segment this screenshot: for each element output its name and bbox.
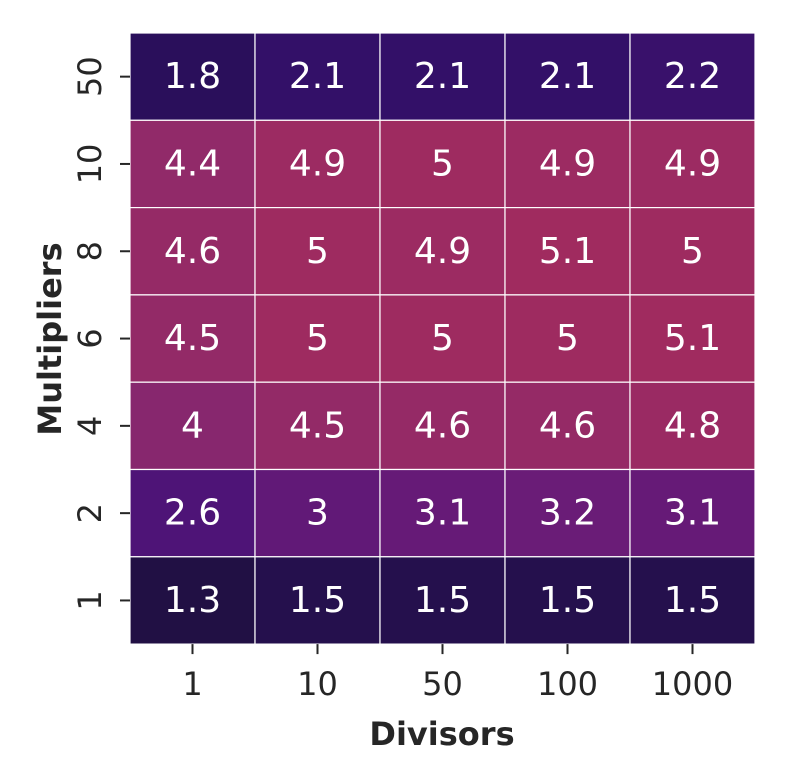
heatmap-cell: [254, 381, 381, 471]
heatmap-cell: [504, 207, 631, 296]
heatmap-cell: [629, 294, 756, 383]
y-tick-label: 10: [71, 144, 109, 185]
cell-value-label: 5.1: [664, 318, 721, 359]
heatmap-cell: [379, 294, 506, 383]
cell-value-label: 2.1: [414, 56, 471, 97]
cell-value-label: 4.9: [539, 143, 596, 184]
heatmap-cell: [629, 119, 756, 209]
cell-value-label: 3.1: [664, 493, 721, 534]
y-tick-label: 1: [71, 590, 109, 610]
cell-value-label: 4.8: [664, 405, 721, 446]
cell-value-label: 4.6: [414, 405, 471, 446]
cell-value-label: 2.6: [164, 493, 221, 534]
cell-value-label: 5: [431, 143, 454, 184]
x-tick-label: 50: [422, 665, 463, 703]
heatmap-cells: 1.8 2.1 2.1 2.1 2.2 4.4 4.9 5 4.9 4.9 4.6 5 4.9 5.1 5 4…: [129, 32, 756, 645]
cell-value-label: 3: [306, 493, 329, 534]
cell-value-label: 5: [681, 231, 704, 272]
cell-value-label: 1.5: [414, 580, 471, 621]
heatmap-cell: [629, 468, 756, 558]
cell-value-label: 3.2: [539, 493, 596, 534]
cell-value-label: 5: [556, 318, 579, 359]
cell-value-label: 4.9: [289, 143, 346, 184]
cell-value-label: 4.9: [414, 231, 471, 272]
cell-value-label: 1.3: [164, 580, 221, 621]
cell-value-label: 3.1: [414, 493, 471, 534]
heatmap-cell: [129, 556, 256, 645]
y-tick-label: 4: [71, 416, 109, 436]
heatmap-cell: [379, 32, 506, 121]
heatmap-cell: [379, 468, 506, 558]
x-tick-label: 100: [537, 665, 598, 703]
x-tick-label: 1000: [652, 665, 733, 703]
heatmap-cell: [504, 294, 631, 383]
x-axis: 1 10 50 100 1000: [182, 644, 733, 703]
heatmap-cell: [254, 468, 381, 558]
y-axis-title: Multipliers: [31, 242, 69, 435]
y-tick-label: 2: [71, 503, 109, 523]
cell-value-label: 4: [181, 405, 204, 446]
x-tick-label: 10: [297, 665, 338, 703]
cell-value-label: 1.5: [539, 580, 596, 621]
heatmap-cell: [629, 556, 756, 645]
heatmap-cell: [129, 32, 256, 121]
cell-value-label: 4.5: [164, 318, 221, 359]
heatmap-cell: [379, 207, 506, 296]
cell-value-label: 5: [306, 231, 329, 272]
heatmap-cell: [254, 294, 381, 383]
heatmap-cell: [504, 32, 631, 121]
cell-value-label: 4.5: [289, 405, 346, 446]
heatmap-cell: [129, 381, 256, 471]
cell-value-label: 5.1: [539, 231, 596, 272]
cell-value-label: 4.4: [164, 143, 221, 184]
x-tick-label: 1: [182, 665, 202, 703]
y-tick-label: 6: [71, 328, 109, 348]
cell-value-label: 5: [431, 318, 454, 359]
heatmap-cell: [629, 381, 756, 471]
heatmap-cell: [254, 207, 381, 296]
cell-value-label: 1.5: [664, 580, 721, 621]
cell-value-label: 2.1: [289, 56, 346, 97]
cell-value-label: 1.8: [164, 56, 221, 97]
heatmap-cell: [129, 119, 256, 209]
y-tick-label: 8: [71, 241, 109, 261]
cell-value-label: 1.5: [289, 580, 346, 621]
cell-value-label: 4.9: [664, 143, 721, 184]
cell-value-label: 5: [306, 318, 329, 359]
heatmap-cell: [379, 381, 506, 471]
cell-value-label: 2.2: [664, 56, 721, 97]
heatmap-cell: [379, 119, 506, 209]
y-tick-label: 50: [71, 56, 109, 97]
cell-value-label: 2.1: [539, 56, 596, 97]
x-axis-title: Divisors: [369, 715, 514, 753]
heatmap-cell: [629, 207, 756, 296]
heatmap-cell: [504, 468, 631, 558]
cell-value-label: 4.6: [164, 231, 221, 272]
y-axis: 50 10 8 6 4 2 1: [71, 56, 130, 611]
heatmap-cell: [254, 32, 381, 121]
heatmap-cell: [629, 32, 756, 121]
cell-value-label: 4.6: [539, 405, 596, 446]
